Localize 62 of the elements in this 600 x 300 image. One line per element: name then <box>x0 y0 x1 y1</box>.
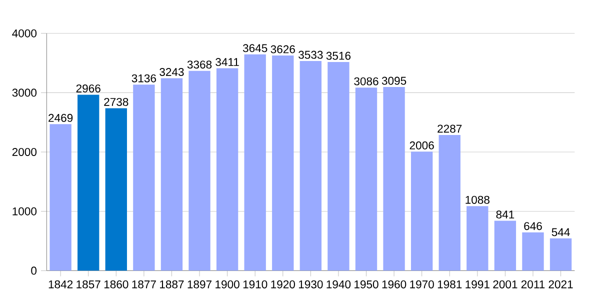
x-tick-label: 2021 <box>548 280 573 288</box>
x-tick-label: 1877 <box>132 280 156 288</box>
bar <box>188 70 210 271</box>
x-tick-label: 2011 <box>521 280 545 288</box>
data-label: 3368 <box>187 60 212 69</box>
x-tick-label: 1950 <box>354 280 378 288</box>
bar <box>105 108 127 271</box>
data-label: 2738 <box>104 98 128 106</box>
bar <box>328 62 350 271</box>
bar <box>383 87 405 271</box>
bar <box>494 220 516 271</box>
data-label: 841 <box>496 210 514 219</box>
data-label: 544 <box>552 228 570 236</box>
bar <box>216 68 238 271</box>
data-label: 2966 <box>76 84 100 92</box>
data-label: 3516 <box>326 52 351 60</box>
x-tick-label: 1991 <box>466 280 490 288</box>
data-label: 3086 <box>354 77 378 86</box>
bar <box>355 88 378 271</box>
data-label: 3243 <box>160 68 184 76</box>
x-tick-label: 1930 <box>298 280 323 288</box>
x-tick-label: 1981 <box>438 280 462 288</box>
y-tick-label: 0 <box>31 266 37 275</box>
y-tick-label: 3000 <box>12 88 37 97</box>
data-label: 2006 <box>410 141 434 150</box>
bar <box>50 124 72 271</box>
bar <box>466 206 488 271</box>
x-tick-label: 1857 <box>76 280 100 288</box>
data-label: 3411 <box>216 58 239 66</box>
data-label: 646 <box>524 222 542 230</box>
x-tick-label: 1960 <box>382 280 406 288</box>
x-tick-label: 1940 <box>326 280 351 288</box>
x-tick-label: 1897 <box>188 280 212 288</box>
data-label: 2469 <box>48 114 73 122</box>
x-tick-label: 1910 <box>243 280 268 288</box>
x-tick-label: 1860 <box>104 280 128 288</box>
x-tick-label: 1920 <box>271 280 295 288</box>
x-tick-label: 1887 <box>160 280 184 288</box>
bar <box>550 238 572 271</box>
data-label: 2287 <box>438 124 462 133</box>
data-label: 3626 <box>270 45 295 54</box>
bar <box>410 152 433 271</box>
x-tick-label: 2001 <box>493 280 518 288</box>
x-tick-label: 1970 <box>410 280 434 288</box>
data-label: 3136 <box>132 74 156 82</box>
data-label: 3645 <box>242 44 268 52</box>
x-tick-label: 1900 <box>216 280 240 288</box>
bar <box>78 94 100 271</box>
data-label: 3533 <box>298 50 323 59</box>
data-label: 1088 <box>466 196 490 204</box>
y-tick-label: 1000 <box>12 207 37 216</box>
data-label: 3095 <box>382 76 406 85</box>
y-tick-label: 2000 <box>12 148 37 156</box>
bar <box>300 61 322 271</box>
bar <box>272 56 294 271</box>
bar <box>133 84 155 271</box>
y-tick-label: 4000 <box>12 29 37 38</box>
x-tick-label: 1842 <box>48 280 73 288</box>
bar <box>244 54 266 271</box>
bar <box>522 232 544 271</box>
bar <box>160 78 183 271</box>
bar <box>438 134 460 271</box>
